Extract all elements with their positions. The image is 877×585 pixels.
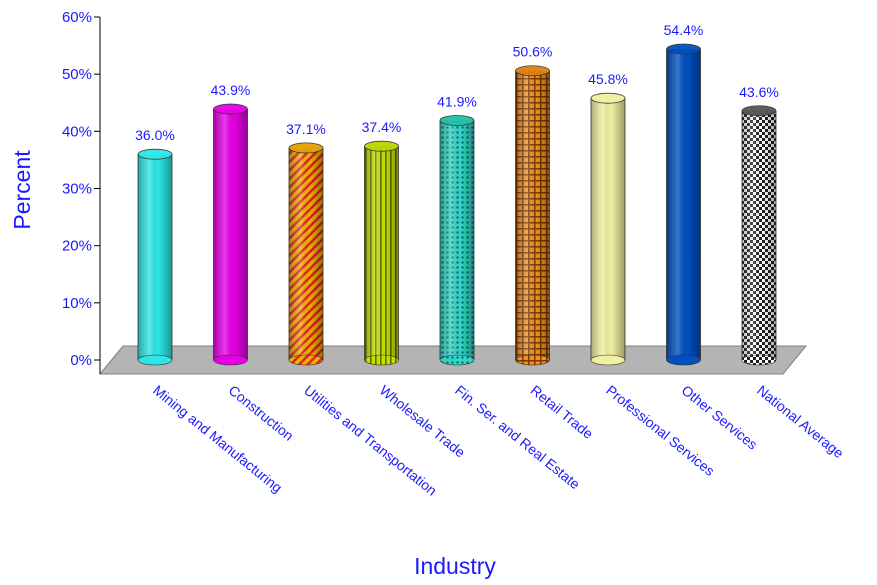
x-tick-label: Retail Trade (528, 382, 597, 442)
value-label: 36.0% (135, 127, 175, 143)
bar (741, 105, 777, 366)
x-tick-label: Mining and Manufacturing (150, 382, 285, 496)
x-tick-label: Construction (226, 382, 297, 444)
y-tick-label: 30% (62, 181, 92, 198)
y-axis-ticks: 0% 10% 20% 30% 40% 50% 60% (62, 9, 100, 369)
value-label: 43.9% (211, 82, 251, 98)
bars (137, 43, 777, 366)
y-axis-title: Percent (9, 150, 35, 230)
value-labels: 36.0% 43.9% 37.1% 37.4% 41.9% 50.6% 45.8% 54.4%… (135, 22, 779, 143)
value-label: 50.6% (513, 44, 553, 60)
x-tick-label: Fin. Ser. and Real Estate (452, 382, 583, 493)
y-tick-label: 0% (70, 352, 92, 369)
bar (590, 92, 626, 366)
y-tick-label: 20% (62, 238, 92, 255)
bar (666, 43, 701, 366)
bar (288, 142, 324, 366)
value-label: 37.4% (362, 119, 402, 135)
bar (364, 140, 399, 366)
x-tick-label: National Average (754, 382, 847, 462)
value-label: 54.4% (664, 22, 704, 38)
value-label: 37.1% (286, 121, 326, 137)
bar (515, 65, 550, 366)
x-tick-label: Other Services (679, 382, 761, 453)
y-tick-label: 10% (62, 295, 92, 312)
y-tick-label: 50% (62, 66, 92, 83)
value-label: 43.6% (739, 84, 779, 100)
x-tick-label: Utilities and Transportation (301, 382, 440, 499)
bar (137, 148, 173, 366)
x-axis-title: Industry (414, 553, 496, 579)
value-label: 41.9% (437, 93, 477, 109)
value-label: 45.8% (588, 71, 628, 87)
bar (213, 103, 248, 366)
y-tick-label: 40% (62, 123, 92, 140)
y-tick-label: 60% (62, 9, 92, 26)
bar (439, 115, 475, 366)
